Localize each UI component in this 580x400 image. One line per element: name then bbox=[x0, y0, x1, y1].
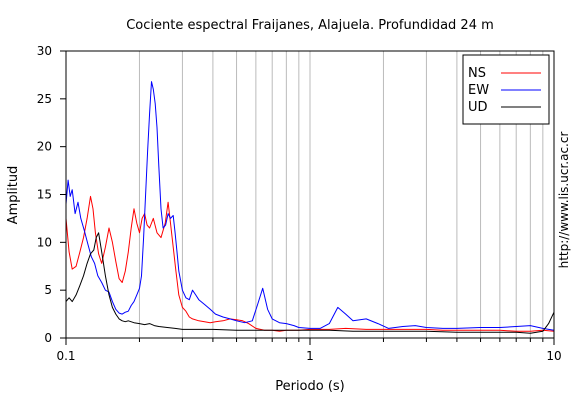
y-axis-label: Amplitud bbox=[6, 166, 21, 225]
chart-title: Cociente espectral Fraijanes, Alajuela. … bbox=[126, 18, 494, 33]
y-tick-label: 20 bbox=[37, 140, 52, 154]
series-lines bbox=[65, 81, 555, 334]
legend: NS EW UD bbox=[462, 54, 550, 125]
x-tick-label: 0.1 bbox=[56, 349, 75, 363]
legend-label-ud: UD bbox=[468, 100, 488, 115]
series-line-ud bbox=[65, 232, 555, 334]
series-line-ns bbox=[65, 195, 555, 332]
y-tick-label: 0 bbox=[44, 331, 52, 345]
legend-label-ew: EW bbox=[468, 83, 489, 98]
y-tick-label: 10 bbox=[37, 235, 52, 249]
y-tick-label: 5 bbox=[44, 283, 52, 297]
axis-ticks: 0 5 10 15 20 25 30 0.1 1 10 bbox=[37, 44, 562, 363]
y-tick-label: 25 bbox=[37, 92, 52, 106]
grid bbox=[138, 51, 544, 338]
x-tick-label: 1 bbox=[306, 349, 314, 363]
x-axis-label: Periodo (s) bbox=[275, 379, 345, 394]
legend-label-ns: NS bbox=[468, 66, 486, 81]
y-tick-label: 30 bbox=[37, 44, 52, 58]
x-tick-label: 10 bbox=[546, 349, 561, 363]
y-tick-label: 15 bbox=[37, 188, 52, 202]
series-line-ew bbox=[65, 81, 555, 331]
credit-text: http://www.lis.ucr.ac.cr bbox=[557, 132, 571, 269]
